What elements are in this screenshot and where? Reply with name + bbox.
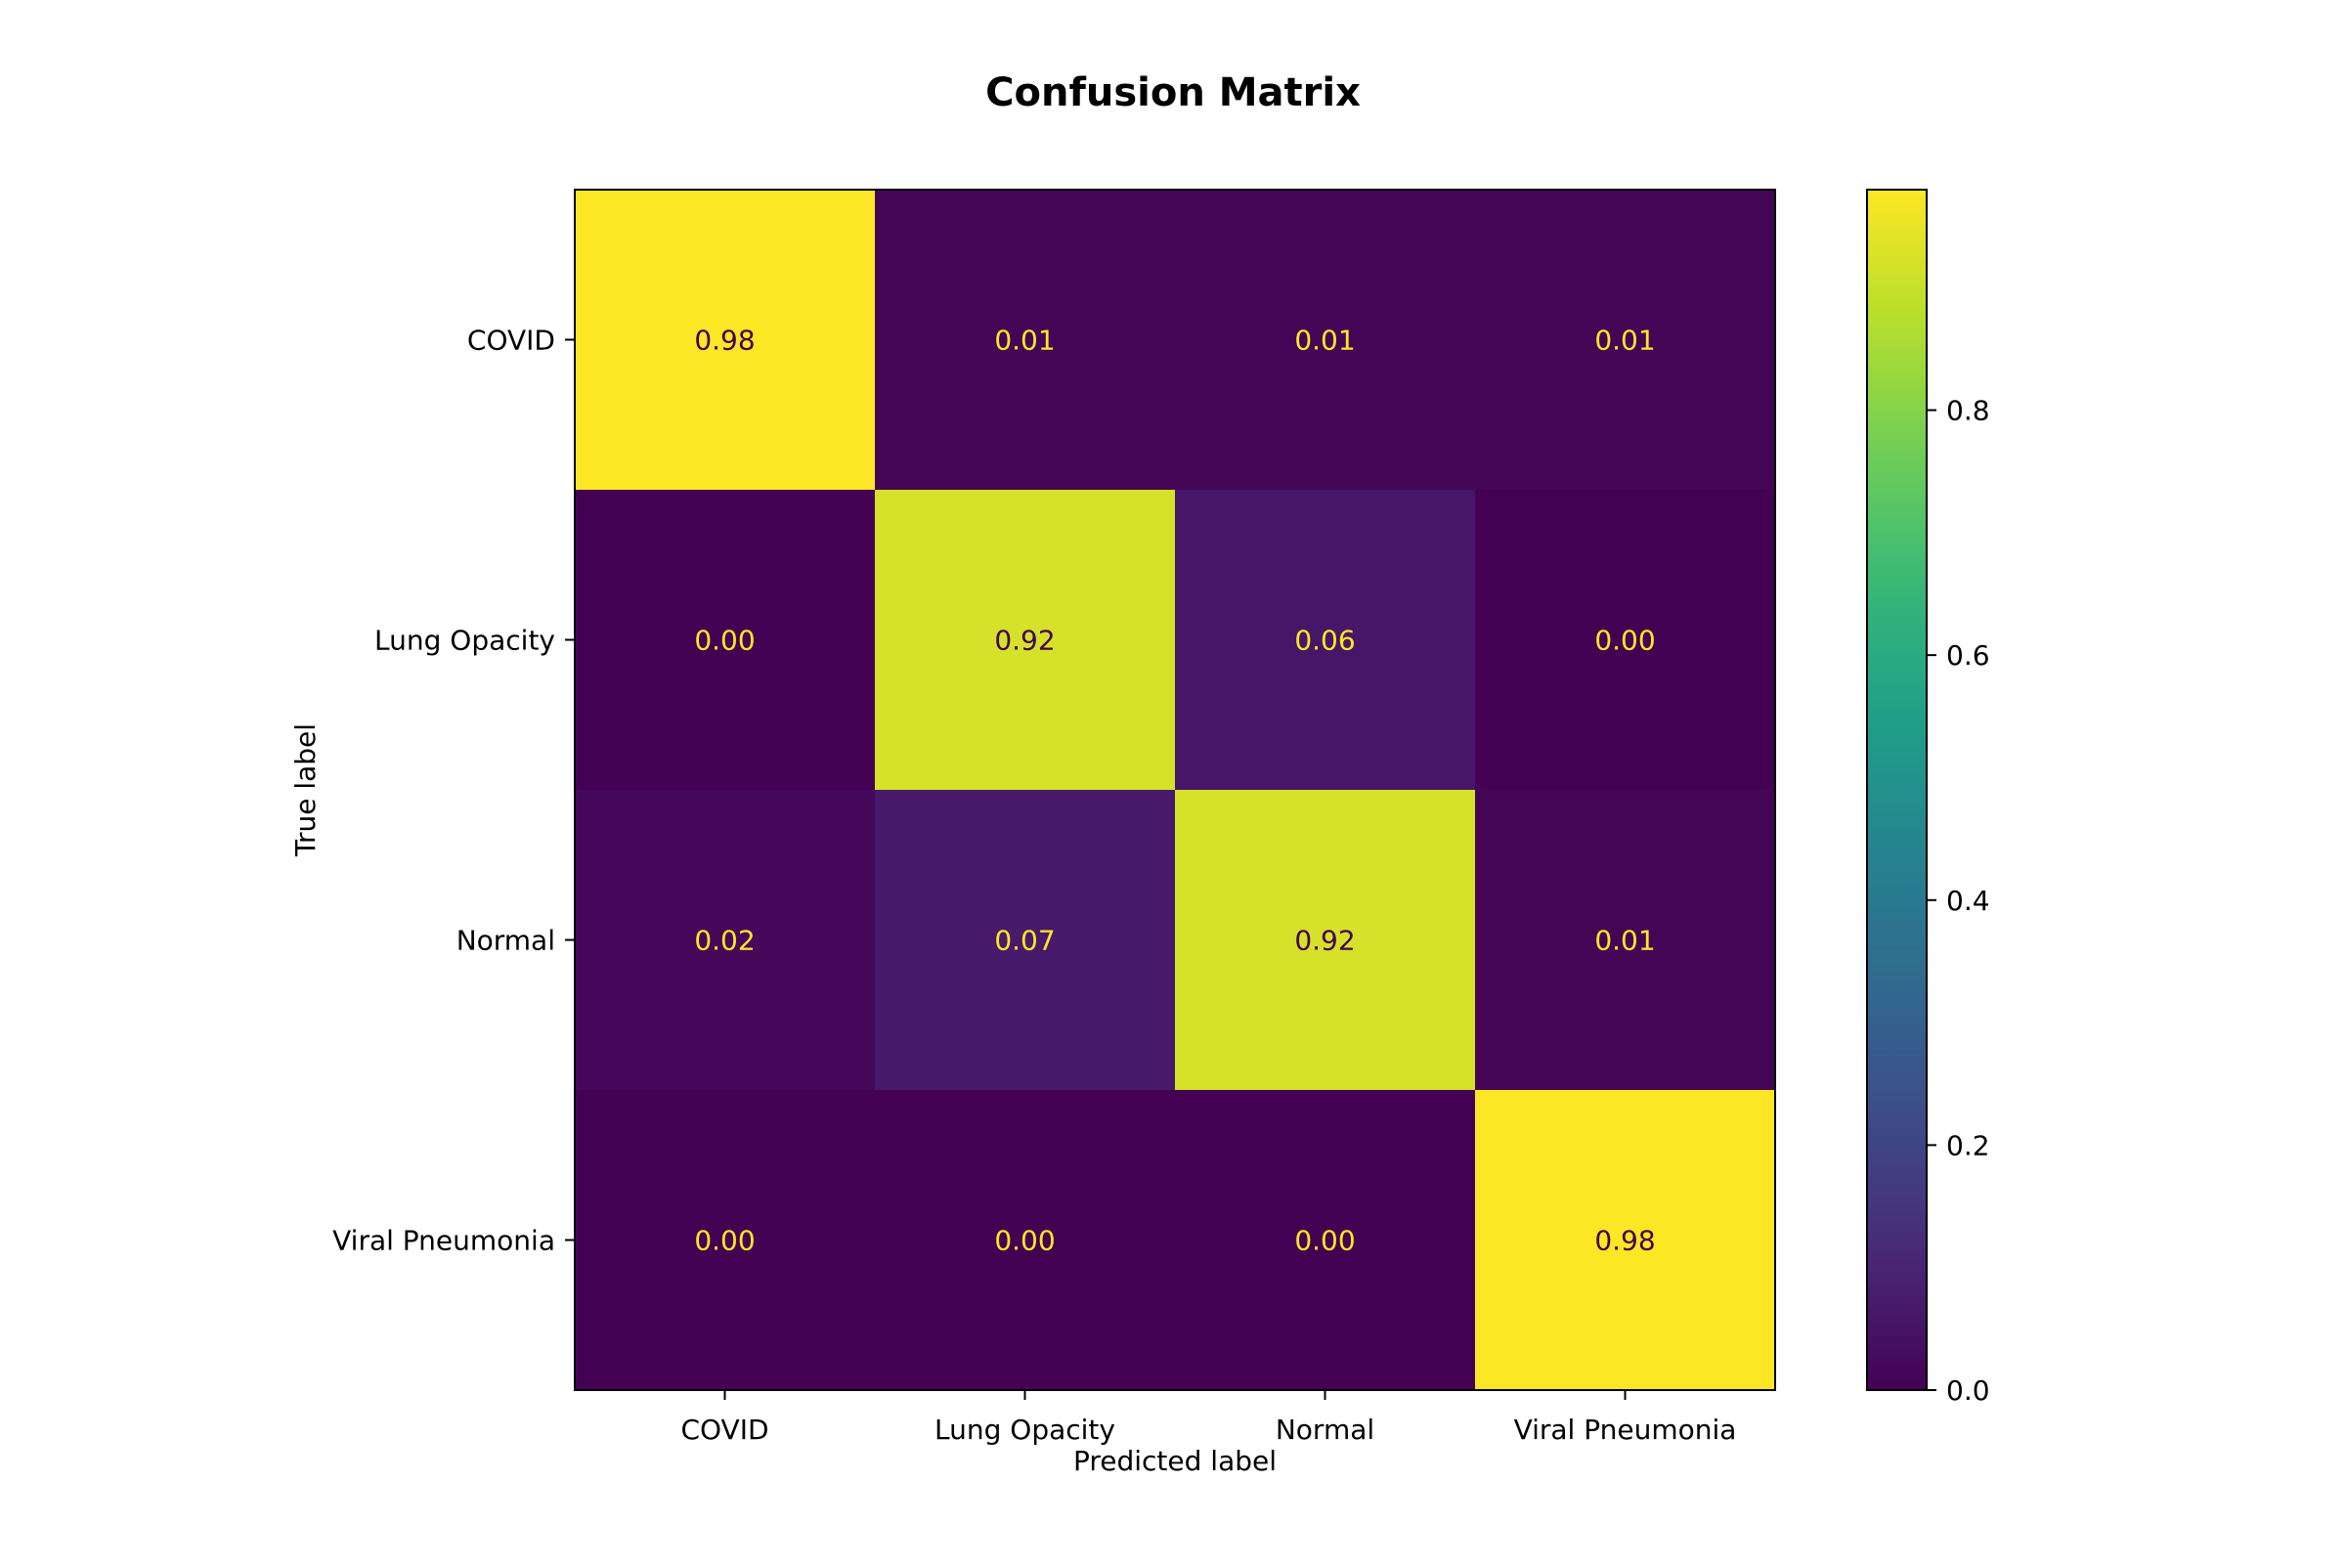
cell-value-label: 0.00 bbox=[994, 1225, 1055, 1257]
cell-value-label: 0.00 bbox=[694, 1225, 755, 1257]
heatmap-cell-covid-lung-opacity bbox=[875, 190, 1176, 491]
colorbar-tick-label: 0.6 bbox=[1946, 639, 1990, 672]
cell-value-label: 0.00 bbox=[1294, 1225, 1355, 1257]
heatmap-cell-covid-normal bbox=[1175, 190, 1476, 491]
heatmap-cell-normal-lung-opacity bbox=[875, 790, 1176, 1091]
cell-value-label: 0.92 bbox=[1294, 925, 1355, 957]
colorbar-tick-label: 0.0 bbox=[1946, 1374, 1990, 1407]
plot-frame bbox=[574, 189, 1776, 1391]
y-axis-ticks: COVID Lung Opacity Normal Viral Pneumonia bbox=[332, 325, 575, 1257]
cell-value-label: 0.92 bbox=[994, 625, 1055, 657]
colorbar-frame bbox=[1866, 189, 1928, 1391]
x-tick-label: Viral Pneumonia bbox=[1514, 1414, 1737, 1446]
cell-value-label: 0.00 bbox=[694, 625, 755, 657]
heatmap-cell-normal-viral-pneumonia bbox=[1475, 790, 1776, 1091]
y-tick-label: COVID bbox=[467, 325, 555, 357]
x-tick-label: Normal bbox=[1276, 1414, 1374, 1446]
cell-value-label: 0.01 bbox=[1594, 325, 1655, 357]
heatmap-cell-viral-pneumonia-viral-pneumonia bbox=[1475, 1090, 1776, 1391]
colorbar-tick-label: 0.2 bbox=[1946, 1129, 1990, 1161]
colorbar-tick-label: 0.4 bbox=[1946, 885, 1990, 917]
heatmap-cell-covid-viral-pneumonia bbox=[1475, 190, 1776, 491]
cell-value-label: 0.06 bbox=[1294, 625, 1355, 657]
cell-value-label: 0.00 bbox=[1594, 625, 1655, 657]
y-tick-label: Viral Pneumonia bbox=[332, 1225, 555, 1257]
x-tick-label: COVID bbox=[680, 1414, 768, 1446]
heatmap-cell-lung-opacity-covid bbox=[575, 490, 876, 791]
x-axis-label: Predicted label bbox=[1073, 1445, 1277, 1477]
cell-value-label: 0.01 bbox=[1294, 325, 1355, 357]
cell-value-label: 0.02 bbox=[694, 925, 755, 957]
heatmap-cell-viral-pneumonia-lung-opacity bbox=[875, 1090, 1176, 1391]
chart-title: Confusion Matrix bbox=[985, 70, 1361, 115]
heatmap-cell-viral-pneumonia-covid bbox=[575, 1090, 876, 1391]
cell-value-labels: 0.98 0.01 0.01 0.01 0.00 0.92 0.06 0.00 0.02 0.07… bbox=[694, 325, 1655, 1257]
heatmap-cell-viral-pneumonia-normal bbox=[1175, 1090, 1476, 1391]
heatmap-cell-normal-covid bbox=[575, 790, 876, 1091]
heatmap-cell-covid-covid bbox=[575, 190, 876, 491]
y-axis-label: True label bbox=[289, 723, 322, 857]
y-tick-label: Normal bbox=[456, 925, 555, 957]
y-tick-label: Lung Opacity bbox=[374, 625, 555, 657]
colorbar-gradient bbox=[1867, 190, 1927, 1390]
cell-value-label: 0.98 bbox=[1594, 1225, 1655, 1257]
colorbar-tick-label: 0.8 bbox=[1946, 395, 1990, 427]
cell-value-label: 0.98 bbox=[694, 325, 755, 357]
heatmap-cell-lung-opacity-lung-opacity bbox=[875, 490, 1176, 791]
x-axis-ticks: COVID Lung Opacity Normal Viral Pneumonia bbox=[680, 1390, 1736, 1446]
heatmap-cell-lung-opacity-viral-pneumonia bbox=[1475, 490, 1776, 791]
heatmap-cells bbox=[575, 190, 1776, 1391]
cell-value-label: 0.07 bbox=[994, 925, 1055, 957]
cell-value-label: 0.01 bbox=[994, 325, 1055, 357]
colorbar: 0.0 0.2 0.4 0.6 0.8 bbox=[1866, 189, 1990, 1407]
heatmap-cell-normal-normal bbox=[1175, 790, 1476, 1091]
cell-value-label: 0.01 bbox=[1594, 925, 1655, 957]
heatmap-cell-lung-opacity-normal bbox=[1175, 490, 1476, 791]
x-tick-label: Lung Opacity bbox=[934, 1414, 1115, 1446]
